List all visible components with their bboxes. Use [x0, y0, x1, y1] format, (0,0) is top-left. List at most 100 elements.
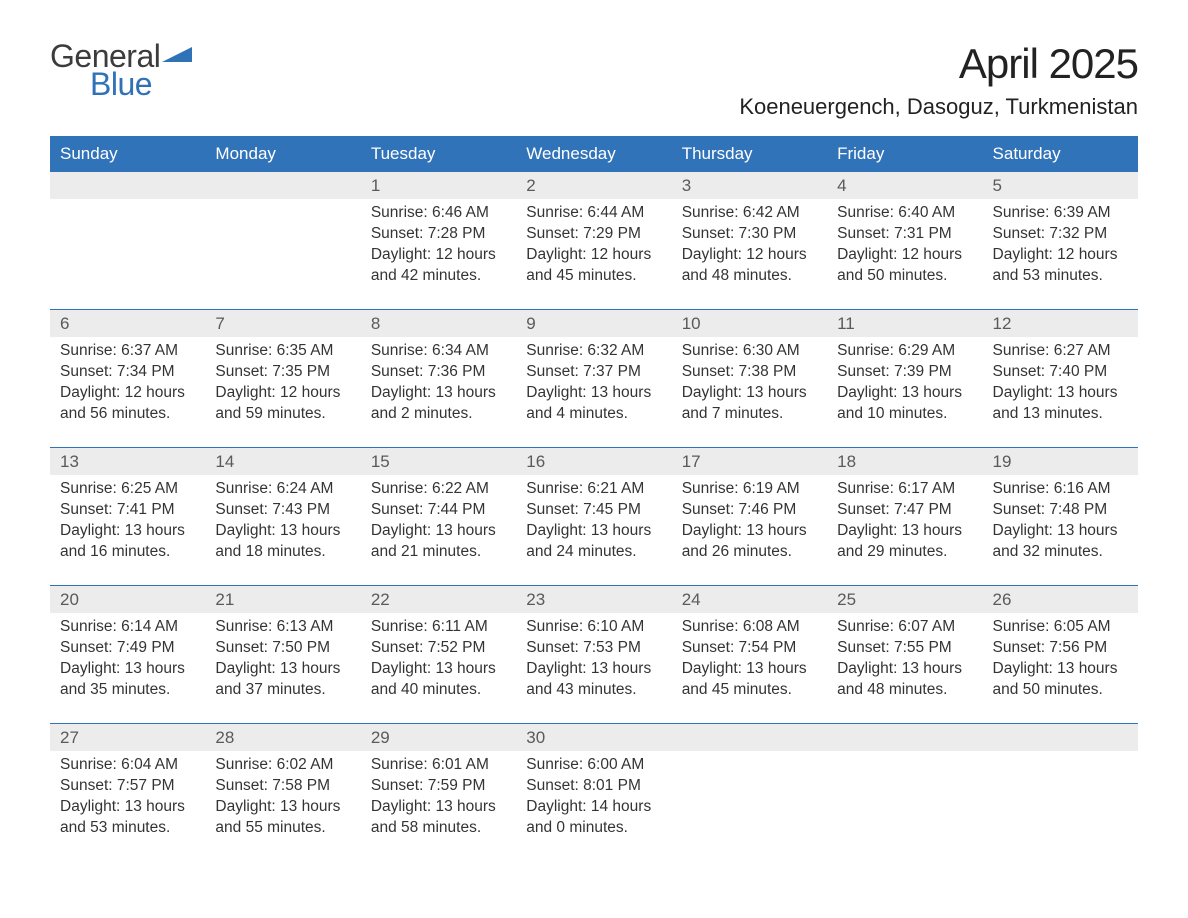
sunset-text: Sunset: 7:37 PM	[526, 362, 661, 383]
day-cell	[983, 751, 1138, 847]
day-cell: Sunrise: 6:14 AMSunset: 7:49 PMDaylight:…	[50, 613, 205, 709]
day-cell: Sunrise: 6:02 AMSunset: 7:58 PMDaylight:…	[205, 751, 360, 847]
sunset-text: Sunset: 7:36 PM	[371, 362, 506, 383]
day-cell: Sunrise: 6:44 AMSunset: 7:29 PMDaylight:…	[516, 199, 671, 295]
daylight-text: Daylight: 13 hours and 4 minutes.	[526, 383, 661, 425]
logo-text-2: Blue	[90, 68, 192, 100]
day-number: 17	[672, 448, 827, 475]
sunset-text: Sunset: 7:59 PM	[371, 776, 506, 797]
day-number-row: 6789101112	[50, 310, 1138, 337]
day-number-row: 13141516171819	[50, 448, 1138, 475]
daylight-text: Daylight: 13 hours and 53 minutes.	[60, 797, 195, 839]
sunset-text: Sunset: 7:28 PM	[371, 224, 506, 245]
daylight-text: Daylight: 13 hours and 43 minutes.	[526, 659, 661, 701]
week-body-row: Sunrise: 6:37 AMSunset: 7:34 PM Daylight:…	[50, 337, 1138, 433]
daylight-text: Daylight: 13 hours and 48 minutes.	[837, 659, 972, 701]
day-number: 11	[827, 310, 982, 337]
sunset-text: Sunset: 7:43 PM	[215, 500, 350, 521]
daylight-text: Daylight: 12 hours and 53 minutes.	[993, 245, 1128, 287]
weekday-header: Saturday	[983, 136, 1138, 172]
weeks-container: 12345Sunrise: 6:46 AMSunset: 7:28 PMDayl…	[50, 172, 1138, 847]
sunset-text: Sunset: 7:30 PM	[682, 224, 817, 245]
sunset-text: Sunset: 7:38 PM	[682, 362, 817, 383]
month-title: April 2025	[739, 40, 1138, 88]
day-cell: Sunrise: 6:29 AMSunset: 7:39 PMDaylight:…	[827, 337, 982, 433]
heading-block: April 2025 Koeneuergench, Dasoguz, Turkm…	[739, 40, 1138, 120]
sunset-text: Sunset: 7:47 PM	[837, 500, 972, 521]
sunrise-text: Sunrise: 6:11 AM	[371, 617, 506, 638]
day-cell: Sunrise: 6:27 AMSunset: 7:40 PMDaylight:…	[983, 337, 1138, 433]
daylight-text: Daylight: 13 hours and 50 minutes.	[993, 659, 1128, 701]
sunset-text: Sunset: 7:44 PM	[371, 500, 506, 521]
sunset-text: Sunset: 7:57 PM	[60, 776, 195, 797]
day-number: 30	[516, 724, 671, 751]
sunset-text: Sunset: 7:29 PM	[526, 224, 661, 245]
day-number: 12	[983, 310, 1138, 337]
weekday-header-row: SundayMondayTuesdayWednesdayThursdayFrid…	[50, 136, 1138, 172]
day-number: 27	[50, 724, 205, 751]
sunset-text: Sunset: 8:01 PM	[526, 776, 661, 797]
sunrise-text: Sunrise: 6:24 AM	[215, 479, 350, 500]
sunrise-text: Sunrise: 6:02 AM	[215, 755, 350, 776]
sunset-text: Sunset: 7:32 PM	[993, 224, 1128, 245]
sunrise-text: Sunrise: 6:17 AM	[837, 479, 972, 500]
day-number: 29	[361, 724, 516, 751]
day-cell: Sunrise: 6:24 AMSunset: 7:43 PMDaylight:…	[205, 475, 360, 571]
sunrise-text: Sunrise: 6:27 AM	[993, 341, 1128, 362]
weekday-header: Thursday	[672, 136, 827, 172]
sunset-text: Sunset: 7:53 PM	[526, 638, 661, 659]
day-cell: Sunrise: 6:35 AMSunset: 7:35 PMDaylight:…	[205, 337, 360, 433]
sunrise-text: Sunrise: 6:04 AM	[60, 755, 195, 776]
day-cell: Sunrise: 6:11 AMSunset: 7:52 PMDaylight:…	[361, 613, 516, 709]
sunset-text: Sunset: 7:46 PM	[682, 500, 817, 521]
sunset-text: Sunset: 7:49 PM	[60, 638, 195, 659]
sunset-text: Sunset: 7:34 PM	[60, 362, 195, 383]
day-number: 14	[205, 448, 360, 475]
day-cell: Sunrise: 6:42 AMSunset: 7:30 PMDaylight:…	[672, 199, 827, 295]
day-number: 13	[50, 448, 205, 475]
sunrise-text: Sunrise: 6:01 AM	[371, 755, 506, 776]
day-number: 22	[361, 586, 516, 613]
day-cell: Sunrise: 6:22 AMSunset: 7:44 PMDaylight:…	[361, 475, 516, 571]
daylight-text: Daylight: 13 hours and 45 minutes.	[682, 659, 817, 701]
daylight-text: Daylight: 13 hours and 18 minutes.	[215, 521, 350, 563]
sunrise-text: Sunrise: 6:40 AM	[837, 203, 972, 224]
day-cell: Sunrise: 6:05 AMSunset: 7:56 PMDaylight:…	[983, 613, 1138, 709]
sunset-text: Sunset: 7:56 PM	[993, 638, 1128, 659]
sunset-text: Sunset: 7:45 PM	[526, 500, 661, 521]
sunrise-text: Sunrise: 6:44 AM	[526, 203, 661, 224]
daylight-text: Daylight: 13 hours and 10 minutes.	[837, 383, 972, 425]
sunrise-text: Sunrise: 6:13 AM	[215, 617, 350, 638]
day-number: 21	[205, 586, 360, 613]
day-cell: Sunrise: 6:37 AMSunset: 7:34 PMDaylight:…	[50, 337, 205, 433]
day-number: 1	[361, 172, 516, 199]
sunset-text: Sunset: 7:31 PM	[837, 224, 972, 245]
daylight-text: Daylight: 13 hours and 32 minutes.	[993, 521, 1128, 563]
day-cell: Sunrise: 6:40 AMSunset: 7:31 PMDaylight:…	[827, 199, 982, 295]
day-number: 9	[516, 310, 671, 337]
weekday-header: Wednesday	[516, 136, 671, 172]
day-number: 19	[983, 448, 1138, 475]
day-number: 7	[205, 310, 360, 337]
day-cell: Sunrise: 6:39 AMSunset: 7:32 PMDaylight:…	[983, 199, 1138, 295]
day-cell: Sunrise: 6:46 AMSunset: 7:28 PMDaylight:…	[361, 199, 516, 295]
sunset-text: Sunset: 7:50 PM	[215, 638, 350, 659]
sunrise-text: Sunrise: 6:00 AM	[526, 755, 661, 776]
week-body-row: Sunrise: 6:25 AMSunset: 7:41 PMDaylight:…	[50, 475, 1138, 571]
sunset-text: Sunset: 7:58 PM	[215, 776, 350, 797]
sunrise-text: Sunrise: 6:16 AM	[993, 479, 1128, 500]
daylight-text: Daylight: 12 hours and 50 minutes.	[837, 245, 972, 287]
daylight-text: Daylight: 13 hours and 21 minutes.	[371, 521, 506, 563]
day-cell: Sunrise: 6:04 AMSunset: 7:57 PMDaylight:…	[50, 751, 205, 847]
day-cell: Sunrise: 6:19 AMSunset: 7:46 PMDaylight:…	[672, 475, 827, 571]
day-number: 2	[516, 172, 671, 199]
daylight-text: Daylight: 12 hours and 42 minutes.	[371, 245, 506, 287]
daylight-text: Daylight: 13 hours and 26 minutes.	[682, 521, 817, 563]
day-number: 25	[827, 586, 982, 613]
day-cell: Sunrise: 6:01 AMSunset: 7:59 PMDaylight:…	[361, 751, 516, 847]
sunrise-text: Sunrise: 6:37 AM	[60, 341, 195, 362]
sunrise-text: Sunrise: 6:05 AM	[993, 617, 1128, 638]
day-number-row: 20212223242526	[50, 586, 1138, 613]
sunrise-text: Sunrise: 6:21 AM	[526, 479, 661, 500]
daylight-text: Daylight: 13 hours and 35 minutes.	[60, 659, 195, 701]
